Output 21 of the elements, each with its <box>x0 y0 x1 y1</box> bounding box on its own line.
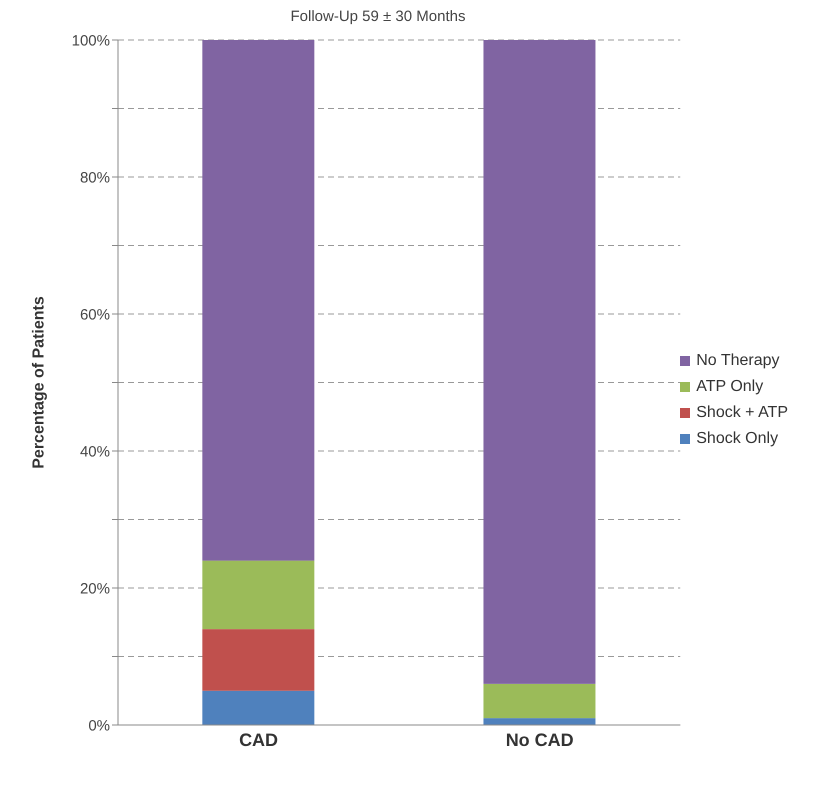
legend-label: Shock + ATP <box>696 404 788 422</box>
x-tick-label: No CAD <box>506 730 574 750</box>
y-tick-label: 20% <box>80 580 110 598</box>
legend-label: No Therapy <box>696 352 780 370</box>
x-tick-label: CAD <box>239 730 278 750</box>
bar <box>202 40 314 561</box>
bar <box>483 718 596 725</box>
y-tick-label: 60% <box>80 306 110 324</box>
bar <box>483 40 596 684</box>
y-tick-label: 0% <box>88 717 110 734</box>
y-tick-label: 40% <box>80 443 110 460</box>
bar <box>483 684 596 718</box>
chart-title: Follow-Up 59 ± 30 Months <box>290 8 466 25</box>
bar <box>202 560 314 630</box>
bar <box>202 690 314 725</box>
y-tick-label: 80% <box>80 169 110 186</box>
legend-label: ATP Only <box>696 378 764 396</box>
y-tick-label: 100% <box>72 32 110 50</box>
y-axis-title: Percentage of Patients <box>30 296 48 469</box>
legend-label: Shock Only <box>696 430 778 448</box>
bar <box>202 629 314 691</box>
